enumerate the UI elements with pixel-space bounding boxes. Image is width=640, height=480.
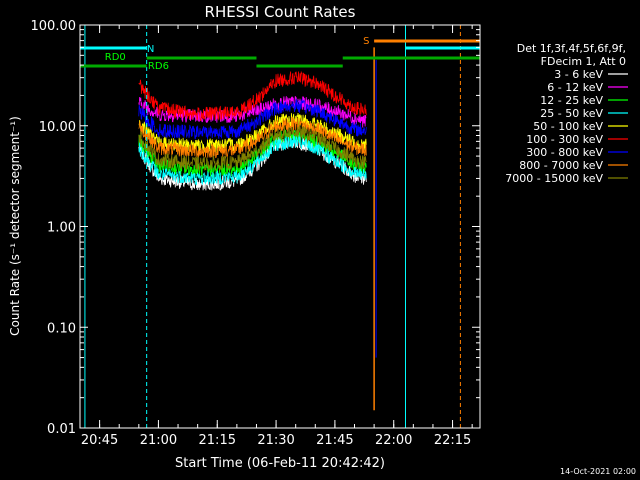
annotation-label: S [363,36,369,47]
legend-label: 6 - 12 keV [547,81,603,94]
legend: Det 1f,3f,4f,5f,6f,9f,FDecim 1, Att 03 -… [505,42,628,185]
x-tick-label: 22:00 [375,433,412,448]
annotation-label: RD0 [105,52,126,63]
y-tick-label: 0.01 [47,422,76,437]
legend-label: 800 - 7000 keV [519,159,603,172]
footer-date: 14-Oct-2021 02:00 [560,467,636,476]
x-tick-label: 20:45 [81,433,118,448]
legend-label: 7000 - 15000 keV [505,172,603,185]
legend-header: Det 1f,3f,4f,5f,6f,9f, [517,42,626,55]
y-tick-label: 0.10 [47,321,76,336]
annotation-label: RD6 [148,61,169,72]
series-line-5 [138,70,367,121]
series-line-6 [138,98,367,140]
x-tick-label: 21:00 [140,433,177,448]
series-line-1 [138,95,367,128]
legend-label: 12 - 25 keV [540,94,603,107]
y-tick-label: 10.00 [39,120,76,135]
series-line-8 [138,125,367,172]
series-line-3 [138,134,367,186]
series-line-2 [138,129,367,178]
legend-label: 3 - 6 keV [554,68,603,81]
series-line-4 [138,113,367,153]
x-tick-label: 22:15 [434,433,471,448]
x-tick-label: 21:45 [316,433,353,448]
y-axis-label: Count Rate (s⁻¹ detector segment⁻¹) [8,116,22,336]
legend-label: 50 - 100 keV [533,120,603,133]
legend-label: 25 - 50 keV [540,107,603,120]
y-tick-label: 1.00 [47,221,76,236]
legend-header: FDecim 1, Att 0 [541,55,626,68]
legend-label: 300 - 800 keV [526,146,603,159]
chart-title: RHESSI Count Rates [205,3,356,21]
legend-label: 100 - 300 keV [526,133,603,146]
y-tick-label: 100.00 [31,19,77,34]
series-line-7 [138,116,367,159]
axes: 20:45 21:00 21:15 21:30 21:45 22:00 22:15 0.01 0… [31,19,480,448]
x-tick-label: 21:15 [199,433,236,448]
x-axis-label: Start Time (06-Feb-11 20:42:42) [175,456,385,471]
plot-area: RD0 RD6 N S [80,25,480,428]
x-tick-label: 21:30 [257,433,294,448]
annotation-label: N [147,44,154,55]
